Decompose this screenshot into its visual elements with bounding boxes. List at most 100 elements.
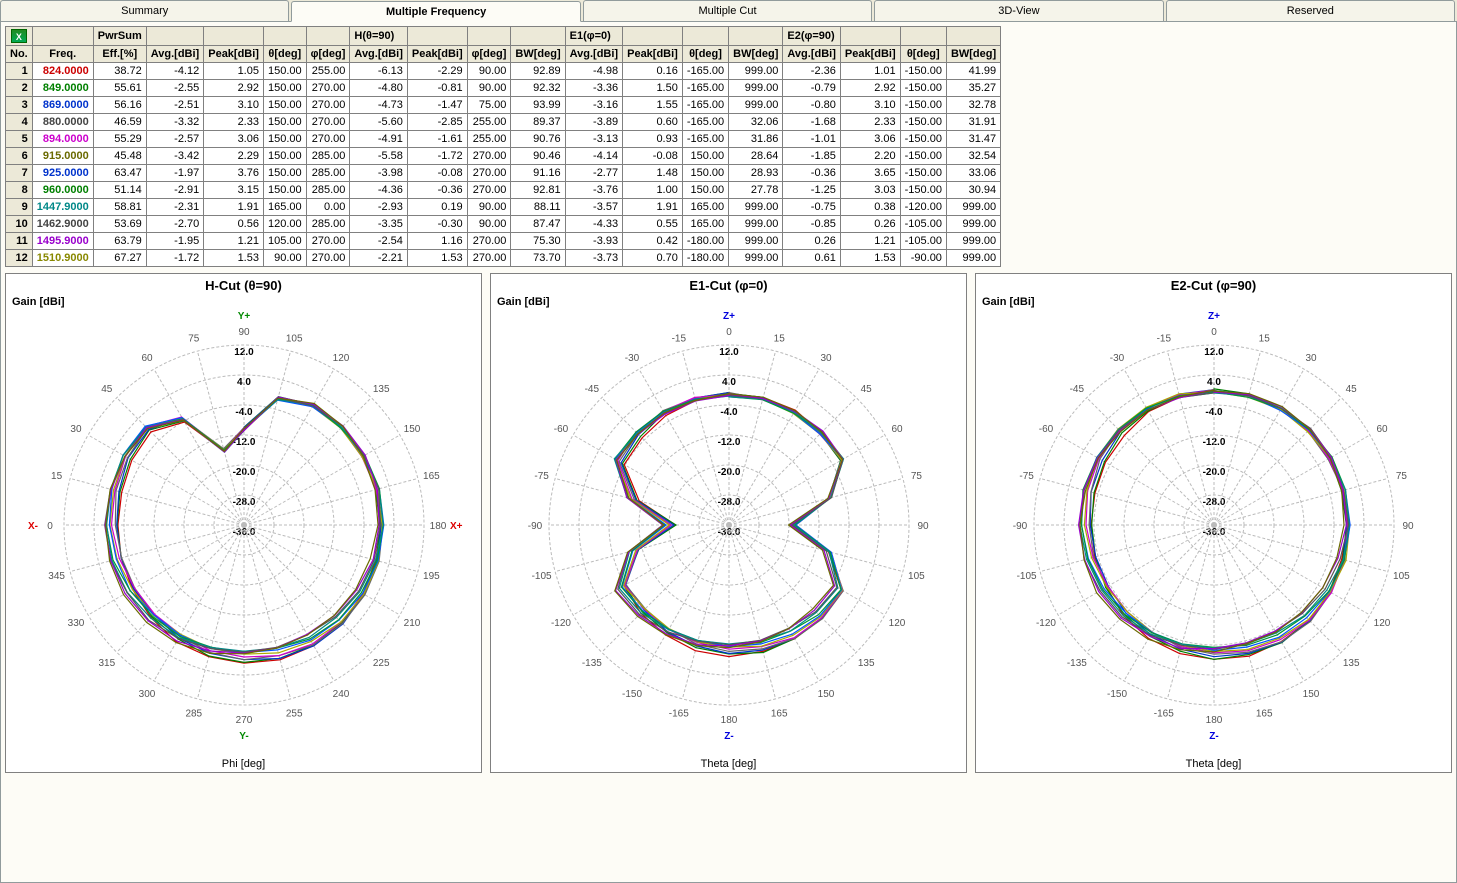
table-cell: 28.93 bbox=[729, 165, 783, 182]
svg-text:90: 90 bbox=[917, 521, 929, 532]
table-cell: 33.06 bbox=[946, 165, 1000, 182]
table-cell: 999.00 bbox=[729, 199, 783, 216]
table-cell: 90.00 bbox=[263, 250, 306, 267]
table-cell: -3.76 bbox=[565, 182, 622, 199]
table-cell: 3.65 bbox=[840, 165, 900, 182]
table-cell: 880.0000 bbox=[32, 114, 93, 131]
column-header: BW[deg] bbox=[511, 46, 565, 63]
table-row[interactable]: 1824.000038.72-4.121.05150.00255.00-6.13… bbox=[6, 63, 1001, 80]
svg-text:Z+: Z+ bbox=[723, 311, 735, 322]
polar-chart-2: Gain [dBi]E2-Cut (φ=90)12.04.0-4.0-12.0-… bbox=[975, 273, 1452, 773]
table-cell: -150.00 bbox=[900, 80, 946, 97]
table-row[interactable]: 4880.000046.59-3.322.33150.00270.00-5.60… bbox=[6, 114, 1001, 131]
table-cell: 3.76 bbox=[204, 165, 264, 182]
svg-text:Z+: Z+ bbox=[1208, 311, 1220, 322]
table-cell: 869.0000 bbox=[32, 97, 93, 114]
table-cell: 45.48 bbox=[93, 148, 146, 165]
table-cell: -165.00 bbox=[682, 97, 728, 114]
table-cell: 270.00 bbox=[467, 233, 511, 250]
group-header bbox=[467, 27, 511, 46]
table-cell: -180.00 bbox=[682, 233, 728, 250]
svg-text:-90: -90 bbox=[527, 521, 542, 532]
table-cell: -4.80 bbox=[350, 80, 407, 97]
svg-text:15: 15 bbox=[773, 334, 785, 345]
table-cell: 8 bbox=[6, 182, 33, 199]
column-header: Peak[dBi] bbox=[840, 46, 900, 63]
svg-text:315: 315 bbox=[98, 658, 115, 669]
chart-ylabel: Gain [dBi] bbox=[12, 296, 65, 308]
table-row[interactable]: 3869.000056.16-2.513.10150.00270.00-4.73… bbox=[6, 97, 1001, 114]
table-cell: 1510.9000 bbox=[32, 250, 93, 267]
table-cell: 255.00 bbox=[467, 131, 511, 148]
tab-reserved[interactable]: Reserved bbox=[1166, 0, 1455, 21]
group-header bbox=[263, 27, 306, 46]
table-cell: 0.00 bbox=[306, 199, 350, 216]
table-cell: -150.00 bbox=[900, 131, 946, 148]
column-header: θ[deg] bbox=[900, 46, 946, 63]
table-row[interactable]: 5894.000055.29-2.573.06150.00270.00-4.91… bbox=[6, 131, 1001, 148]
table-row[interactable]: 101462.900053.69-2.700.56120.00285.00-3.… bbox=[6, 216, 1001, 233]
table-cell: -6.13 bbox=[350, 63, 407, 80]
table-cell: -2.36 bbox=[783, 63, 840, 80]
tab-multiple-frequency[interactable]: Multiple Frequency bbox=[291, 1, 580, 22]
column-header: φ[deg] bbox=[306, 46, 350, 63]
tab-3d-view[interactable]: 3D-View bbox=[874, 0, 1163, 21]
table-cell: -150.00 bbox=[900, 182, 946, 199]
export-excel-icon[interactable]: X bbox=[11, 29, 27, 43]
svg-text:105: 105 bbox=[1393, 571, 1410, 582]
table-cell: 150.00 bbox=[263, 114, 306, 131]
svg-text:-165: -165 bbox=[1153, 708, 1173, 719]
table-cell: -1.72 bbox=[407, 148, 467, 165]
table-cell: 150.00 bbox=[263, 97, 306, 114]
svg-text:165: 165 bbox=[1255, 708, 1272, 719]
table-cell: 93.99 bbox=[511, 97, 565, 114]
table-cell: 3.15 bbox=[204, 182, 264, 199]
svg-text:345: 345 bbox=[48, 571, 65, 582]
tab-summary[interactable]: Summary bbox=[0, 0, 289, 21]
table-cell: 31.47 bbox=[946, 131, 1000, 148]
table-row[interactable]: 2849.000055.61-2.552.92150.00270.00-4.80… bbox=[6, 80, 1001, 97]
table-cell: 150.00 bbox=[263, 63, 306, 80]
table-cell: 75.30 bbox=[511, 233, 565, 250]
table-cell: 165.00 bbox=[263, 199, 306, 216]
table-row[interactable]: 7925.000063.47-1.973.76150.00285.00-3.98… bbox=[6, 165, 1001, 182]
table-cell: 4 bbox=[6, 114, 33, 131]
table-cell: -0.79 bbox=[783, 80, 840, 97]
table-cell: -150.00 bbox=[900, 97, 946, 114]
table-cell: 999.00 bbox=[729, 250, 783, 267]
table-cell: 285.00 bbox=[306, 148, 350, 165]
svg-text:-75: -75 bbox=[534, 471, 549, 482]
table-cell: 2.33 bbox=[840, 114, 900, 131]
table-cell: 32.78 bbox=[946, 97, 1000, 114]
table-cell: -0.08 bbox=[623, 148, 683, 165]
table-cell: 35.27 bbox=[946, 80, 1000, 97]
table-cell: 270.00 bbox=[306, 233, 350, 250]
table-cell: -1.01 bbox=[783, 131, 840, 148]
column-header: Eff.[%] bbox=[93, 46, 146, 63]
svg-text:X-: X- bbox=[28, 521, 38, 532]
svg-text:Z-: Z- bbox=[1209, 731, 1218, 742]
svg-text:150: 150 bbox=[817, 689, 834, 700]
group-header bbox=[407, 27, 467, 46]
table-cell: 2.92 bbox=[204, 80, 264, 97]
svg-text:45: 45 bbox=[860, 384, 872, 395]
chart-xlabel: Theta [deg] bbox=[976, 758, 1451, 770]
group-header: E1(φ=0) bbox=[565, 27, 622, 46]
table-cell: 165.00 bbox=[682, 199, 728, 216]
table-row[interactable]: 111495.900063.79-1.951.21105.00270.00-2.… bbox=[6, 233, 1001, 250]
table-cell: -3.89 bbox=[565, 114, 622, 131]
table-row[interactable]: 91447.900058.81-2.311.91165.000.00-2.930… bbox=[6, 199, 1001, 216]
table-cell: 1.16 bbox=[407, 233, 467, 250]
tab-multiple-cut[interactable]: Multiple Cut bbox=[583, 0, 872, 21]
table-row[interactable]: 8960.000051.14-2.913.15150.00285.00-4.36… bbox=[6, 182, 1001, 199]
svg-text:60: 60 bbox=[891, 424, 903, 435]
table-cell: 1.00 bbox=[623, 182, 683, 199]
chart-ylabel: Gain [dBi] bbox=[497, 296, 550, 308]
svg-text:-105: -105 bbox=[531, 571, 551, 582]
table-cell: -2.51 bbox=[146, 97, 203, 114]
svg-text:60: 60 bbox=[1376, 424, 1388, 435]
table-row[interactable]: 6915.000045.48-3.422.29150.00285.00-5.58… bbox=[6, 148, 1001, 165]
table-cell: -2.57 bbox=[146, 131, 203, 148]
chart-title: E2-Cut (φ=90) bbox=[976, 274, 1451, 293]
table-row[interactable]: 121510.900067.27-1.721.5390.00270.00-2.2… bbox=[6, 250, 1001, 267]
